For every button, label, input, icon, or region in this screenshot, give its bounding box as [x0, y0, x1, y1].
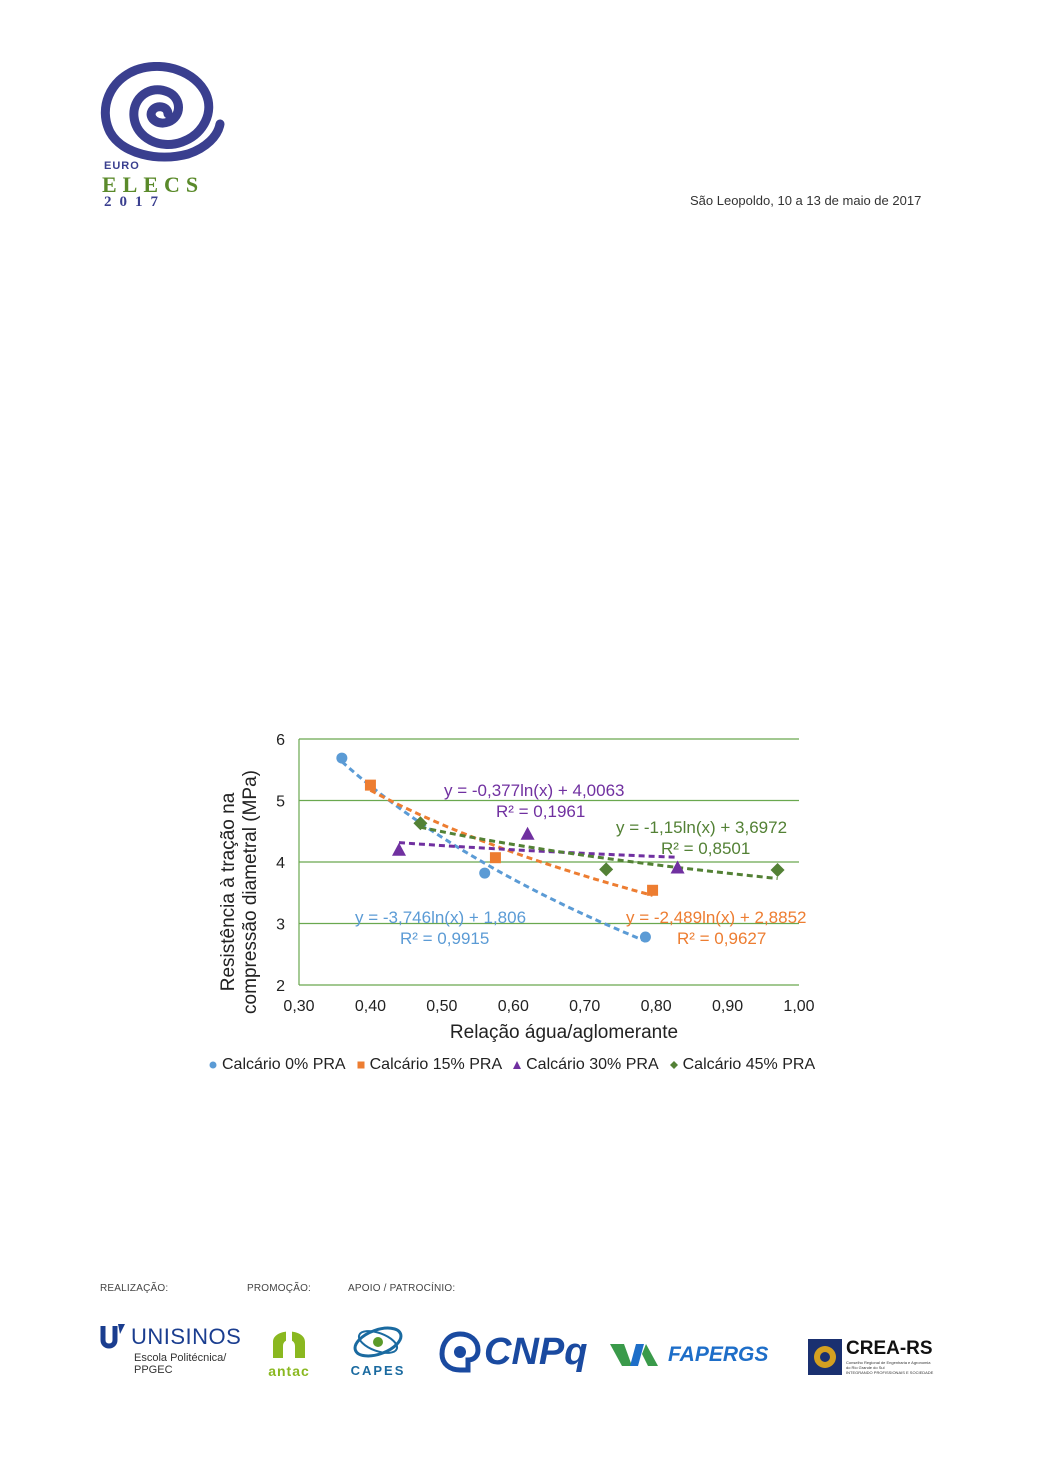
x-tick-label: 0,30 — [283, 998, 314, 1015]
trendline-1 — [369, 788, 653, 897]
legend-diamond-icon — [669, 1061, 678, 1069]
x-axis-title: Relação água/aglomerante — [450, 1022, 678, 1043]
trendlines — [340, 760, 778, 943]
chart-legend: Calcário 0% PRA Calcário 15% PRA Calcári… — [208, 1056, 815, 1074]
crea-seal-icon — [808, 1338, 842, 1375]
crea-sub-2: do Rio Grande do Sul — [846, 1365, 885, 1370]
spiral-logo-icon — [100, 62, 225, 162]
grid-lines — [298, 738, 799, 986]
legend-label-45: Calcário 45% PRA — [682, 1056, 816, 1073]
equation-label: y = -1,15ln(x) + 3,6972 — [616, 818, 787, 837]
data-point — [364, 779, 376, 791]
euroelecs-logo: EURO ELECS 2017 — [98, 62, 228, 212]
cnpq-logo: CNPq — [438, 1330, 587, 1374]
y-tick-label: 3 — [276, 917, 285, 934]
footer-realizacao-label: REALIZAÇÃO: — [100, 1283, 169, 1294]
capes-rings-icon — [353, 1326, 403, 1358]
fapergs-logo: FAPERGS — [610, 1342, 768, 1368]
r2-label: R² = 0,9915 — [400, 929, 489, 948]
data-point — [639, 931, 651, 943]
x-tick-label: 0,90 — [712, 998, 743, 1015]
legend-label-0: Calcário 0% PRA — [222, 1056, 346, 1073]
cnpq-text: CNPq — [484, 1330, 588, 1373]
x-tick-label: 0,80 — [641, 998, 672, 1015]
unisinos-u-icon — [100, 1324, 125, 1349]
legend-square-icon — [357, 1061, 365, 1069]
capes-logo: CAPES — [348, 1322, 408, 1378]
data-point — [413, 816, 428, 831]
r2-label: R² = 0,1961 — [496, 802, 585, 821]
data-points — [336, 752, 785, 943]
unisinos-sub-2: PPGEC — [134, 1364, 173, 1376]
legend-circle-icon — [209, 1061, 217, 1069]
capes-text: CAPES — [350, 1363, 406, 1378]
data-point — [770, 862, 785, 877]
header-date-place: São Leopoldo, 10 a 13 de maio de 2017 — [690, 193, 922, 208]
legend-label-15: Calcário 15% PRA — [369, 1056, 503, 1073]
y-tick-label: 4 — [276, 855, 285, 872]
unisinos-name: UNISINOS — [131, 1324, 242, 1349]
legend-item-15: Calcário 15% PRA — [356, 1056, 503, 1074]
data-point — [489, 852, 501, 864]
equation-label: y = -0,377ln(x) + 4,0063 — [444, 781, 625, 800]
crea-sub-1: Conselho Regional de Engenharia e Agrono… — [846, 1360, 931, 1365]
y-tick-label: 5 — [276, 794, 285, 811]
crea-rs-logo: CREA-RS Conselho Regional de Engenharia … — [808, 1338, 933, 1375]
y-axis-title-line1: Resistência à tração na — [218, 792, 239, 991]
x-tick-label: 1,00 — [783, 998, 814, 1015]
logo-year-text: 2017 — [104, 194, 166, 210]
axis-ticks: 2 3 4 5 6 0,30 0,40 0,50 0,60 0,70 0,80 0,90 1,00 — [276, 732, 815, 1015]
logo-euro-text: EURO — [104, 160, 140, 172]
x-tick-label: 0,40 — [355, 998, 386, 1015]
x-tick-label: 0,50 — [426, 998, 457, 1015]
equation-label: y = -3,746ln(x) + 1,806 — [355, 908, 526, 927]
data-point — [520, 826, 535, 840]
cnpq-head-icon — [439, 1331, 481, 1373]
equation-labels: y = -3,746ln(x) + 1,806 R² = 0,9915 y = -2… — [355, 781, 807, 948]
y-tick-label: 2 — [276, 978, 285, 995]
legend-item-30: Calcário 30% PRA — [512, 1056, 659, 1074]
data-point — [479, 867, 491, 879]
data-point — [647, 884, 659, 896]
unisinos-sub-1: Escola Politécnica/ — [134, 1352, 227, 1364]
equation-label: y = -2,489ln(x) + 2,8852 — [626, 908, 807, 927]
unisinos-logo: UNISINOS Escola Politécnica/ PPGEC — [98, 1322, 241, 1376]
antac-arch-icon — [273, 1330, 305, 1358]
r2-label: R² = 0,9627 — [677, 929, 766, 948]
x-tick-label: 0,70 — [569, 998, 600, 1015]
crea-name: CREA-RS — [846, 1338, 933, 1359]
legend-item-45: Calcário 45% PRA — [669, 1056, 816, 1074]
r2-label: R² = 0,8501 — [661, 839, 750, 858]
footer-promocao-label: PROMOÇÃO: — [247, 1283, 312, 1294]
data-point — [392, 842, 406, 856]
fapergs-mark-icon — [610, 1344, 658, 1366]
footer-apoio-label: APOIO / PATROCÍNIO: — [348, 1283, 456, 1294]
data-point — [599, 862, 614, 877]
logo-elecs-text: ELECS — [102, 172, 205, 197]
trendline-2 — [398, 841, 678, 859]
legend-triangle-icon — [513, 1061, 522, 1069]
antac-text: antac — [268, 1363, 310, 1379]
y-tick-label: 6 — [276, 732, 285, 749]
antac-logo: antac — [254, 1324, 324, 1379]
x-tick-label: 0,60 — [498, 998, 529, 1015]
data-point — [336, 752, 348, 764]
legend-item-0: Calcário 0% PRA — [208, 1056, 346, 1074]
y-axis-title-line2: compressão diametral (MPa) — [240, 770, 261, 1014]
crea-sub-3: INTEGRANDO PROFISSIONAIS E SOCIEDADE — [846, 1370, 934, 1375]
scatter-chart: 2 3 4 5 6 0,30 0,40 0,50 0,60 0,70 0,80 0,90 1,00 y … — [218, 732, 815, 1043]
data-point — [670, 860, 685, 874]
legend-label-30: Calcário 30% PRA — [526, 1056, 659, 1073]
trendline-3 — [420, 825, 778, 880]
fapergs-text: FAPERGS — [668, 1343, 769, 1366]
